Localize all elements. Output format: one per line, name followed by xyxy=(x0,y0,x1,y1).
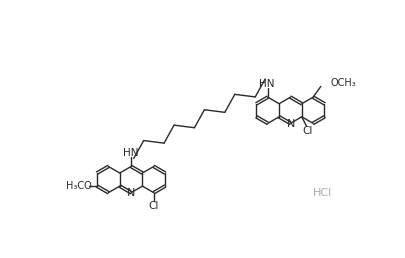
Text: HCl: HCl xyxy=(312,188,332,198)
Text: Cl: Cl xyxy=(148,201,158,211)
Text: N: N xyxy=(286,119,295,129)
Text: HN: HN xyxy=(123,148,139,158)
Text: OCH₃: OCH₃ xyxy=(330,78,356,88)
Text: H₃CO: H₃CO xyxy=(66,181,91,191)
Text: HN: HN xyxy=(259,79,274,89)
Text: Cl: Cl xyxy=(301,126,311,136)
Text: N: N xyxy=(127,188,135,198)
